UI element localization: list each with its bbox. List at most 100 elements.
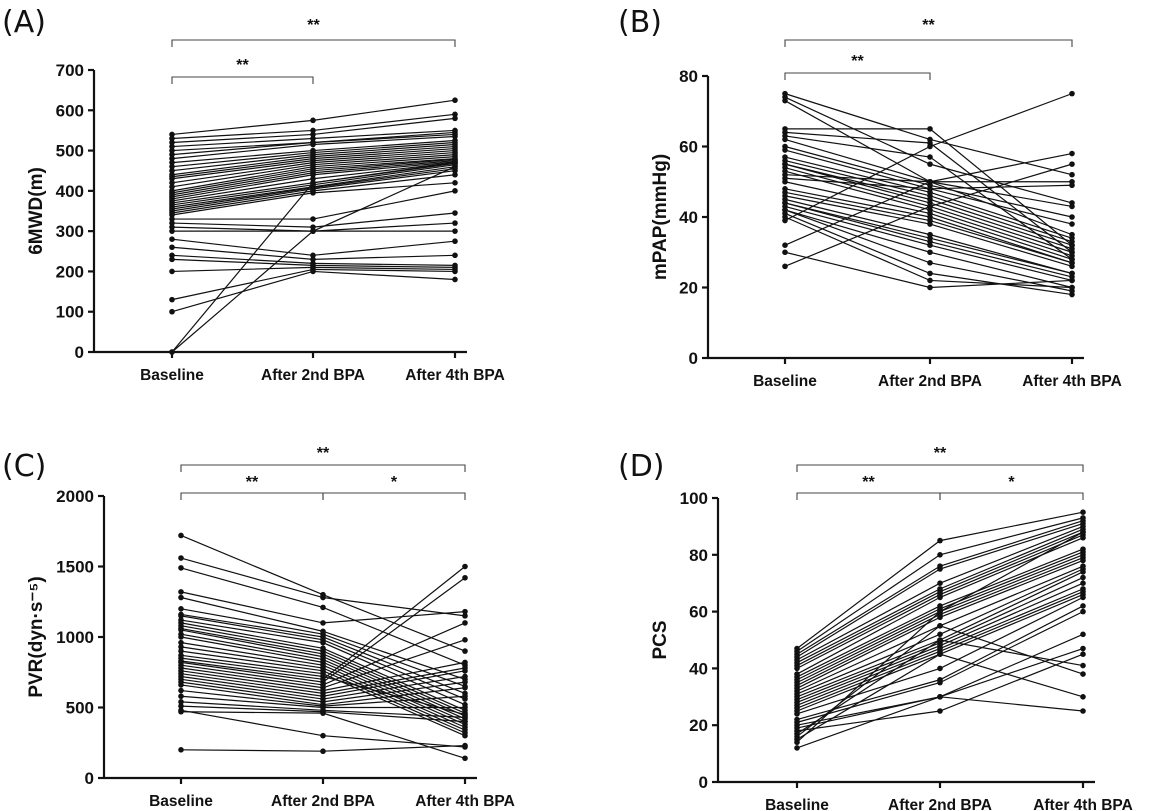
- significance-bracket: [939, 492, 1084, 500]
- data-point: [320, 732, 326, 739]
- data-point: [1080, 569, 1086, 575]
- data-point: [927, 126, 933, 132]
- significance-bracket: [180, 492, 324, 500]
- data-point: [178, 687, 184, 694]
- data-point: [937, 631, 943, 638]
- panel-label: (B): [618, 5, 662, 40]
- series-line: [171, 270, 456, 313]
- data-point: [1069, 291, 1075, 298]
- data-point: [462, 684, 468, 691]
- data-point: [452, 115, 458, 122]
- data-point: [452, 238, 458, 245]
- data-point: [178, 532, 184, 539]
- data-point: [310, 141, 316, 148]
- data-point: [794, 739, 800, 746]
- data-point: [462, 693, 468, 700]
- data-point: [169, 167, 175, 174]
- data-point: [310, 117, 316, 124]
- data-point: [178, 594, 184, 601]
- y-tick-label: 40: [679, 208, 698, 227]
- chart-panel-c: (C) PVR(dyn·s⁻⁵) 0 500 1000 1500 2000 Baseline A…: [2, 445, 515, 810]
- data-point: [320, 620, 326, 626]
- data-point: [1080, 534, 1086, 541]
- data-point: [310, 171, 316, 178]
- data-point: [310, 256, 316, 263]
- data-point: [310, 228, 316, 234]
- data-point: [927, 277, 933, 284]
- data-point: [320, 639, 326, 646]
- significance-label: **: [236, 57, 249, 74]
- data-point: [1080, 694, 1086, 700]
- data-point: [169, 236, 175, 242]
- y-tick-label: 20: [689, 716, 708, 735]
- data-point: [462, 668, 468, 674]
- data-point: [1080, 509, 1086, 515]
- x-tick-label: After 2nd BPA: [261, 367, 365, 384]
- significance-bracket: [171, 39, 456, 47]
- data-point: [178, 699, 184, 705]
- data-point: [310, 216, 316, 222]
- data-point: [310, 175, 316, 182]
- data-point: [1069, 221, 1075, 227]
- data-point: [462, 679, 468, 685]
- data-point: [1069, 90, 1075, 97]
- x-tick-label: After 4th BPA: [415, 793, 515, 810]
- data-point: [310, 268, 316, 275]
- data-point: [927, 270, 933, 277]
- y-tick-label: 500: [56, 142, 84, 161]
- data-point: [452, 163, 458, 170]
- data-point: [310, 131, 316, 138]
- data-point: [927, 186, 933, 192]
- data-point: [452, 180, 458, 186]
- data-point: [169, 175, 175, 182]
- data-point: [782, 147, 788, 153]
- data-point: [462, 714, 468, 721]
- y-tick-label: 60: [679, 138, 698, 157]
- y-tick-label: 200: [56, 262, 84, 281]
- x-tick-label: Baseline: [753, 373, 817, 390]
- significance-bracket: [171, 76, 314, 84]
- data-point: [794, 745, 800, 751]
- data-point: [794, 665, 800, 672]
- data-point: [1069, 161, 1075, 167]
- y-tick-label: 0: [699, 773, 708, 792]
- data-point: [927, 260, 933, 266]
- chart-panel-a: (A) 6MWD(m) 0 100 200 300 400 500 600 700 Baseline…: [2, 5, 505, 384]
- y-tick-label: 100: [56, 303, 84, 322]
- data-point: [1080, 608, 1086, 615]
- data-point: [452, 228, 458, 234]
- x-tick-label: After 4th BPA: [405, 367, 505, 384]
- data-point: [452, 276, 458, 283]
- data-point: [1080, 594, 1086, 601]
- y-tick-label: 1500: [56, 558, 94, 577]
- y-tick-label: 40: [689, 659, 708, 678]
- data-point: [169, 252, 175, 259]
- data-point: [1069, 263, 1075, 270]
- panel-label: (A): [2, 5, 46, 40]
- data-point: [1080, 529, 1086, 535]
- x-tick-label: Baseline: [149, 793, 213, 810]
- significance-label: *: [1008, 474, 1015, 491]
- data-point: [937, 651, 943, 657]
- data-point: [1080, 557, 1086, 564]
- data-point: [169, 131, 175, 138]
- significance-bracket: [180, 464, 466, 472]
- data-point: [937, 537, 943, 544]
- data-point: [452, 97, 458, 104]
- data-point: [462, 732, 468, 739]
- x-tick-label: After 2nd BPA: [878, 373, 982, 390]
- data-point: [452, 167, 458, 174]
- data-point: [1069, 277, 1075, 284]
- data-point: [178, 565, 184, 571]
- panel-label: (D): [618, 449, 665, 484]
- data-point: [1080, 651, 1086, 657]
- y-tick-label: 80: [679, 67, 698, 86]
- data-point: [169, 184, 175, 190]
- data-point: [1080, 631, 1086, 638]
- data-point: [462, 574, 468, 581]
- x-tick-label: After 4th BPA: [1022, 373, 1122, 390]
- data-point: [927, 242, 933, 248]
- data-point: [452, 220, 458, 226]
- data-point: [169, 159, 175, 166]
- data-point: [169, 139, 175, 146]
